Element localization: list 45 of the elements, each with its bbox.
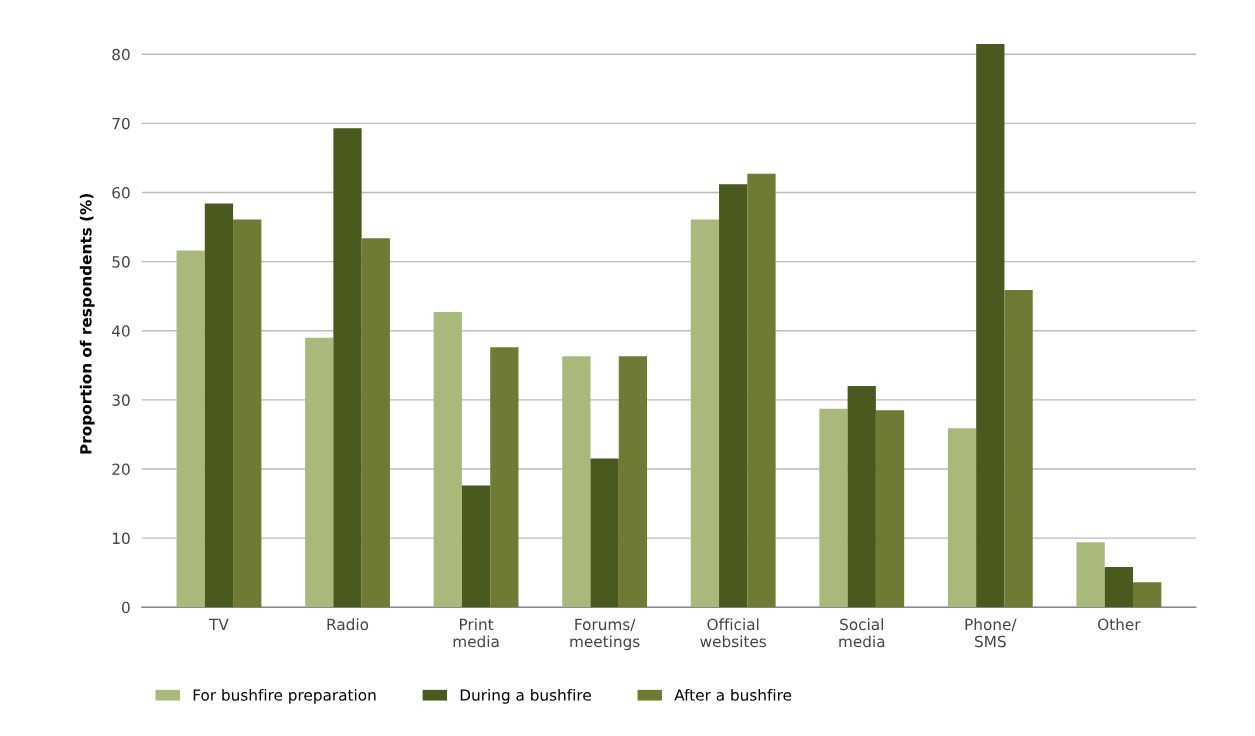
legend-label: For bushfire preparation [193,688,376,704]
bar [333,128,362,608]
x-tick-label: Other [1098,618,1141,631]
y-tick-label: 70 [112,117,130,130]
bar [490,347,519,608]
x-tick-label: Official websites [700,618,767,648]
y-tick-label: 0 [121,601,130,614]
bar [1076,542,1105,608]
bar [1004,289,1033,608]
bar [233,219,262,608]
bar [819,408,848,608]
bar [562,356,591,608]
y-tick-label: 30 [112,394,130,406]
bar [305,337,334,608]
y-tick-label: 80 [112,48,130,61]
x-tick-label: Forums/ meetings [570,618,640,651]
legend-label: During a bushfire [460,688,591,704]
bar [433,312,462,608]
x-tick-label: Radio [327,618,369,631]
bar [947,428,977,608]
bar [361,238,390,608]
bar [719,184,748,608]
bar [461,485,491,608]
bar [976,43,1005,608]
bar [590,458,619,608]
bar [176,250,205,608]
y-tick-label: 50 [112,256,130,268]
x-tick-label: Phone/ SMS [965,618,1017,648]
y-tick-label: 10 [112,532,130,545]
bar [747,173,776,608]
bar [618,356,648,608]
bar [690,219,720,608]
bar [1104,567,1134,608]
x-tick-label: Print media [453,618,499,648]
y-tick-label: 60 [112,186,130,199]
y-tick-label: 20 [112,463,130,475]
y-axis-title: Proportion of respondents (%) [79,193,95,454]
bar [1133,582,1162,608]
bar [204,203,234,608]
bar [847,386,876,608]
x-tick-label: TV [209,618,229,630]
bar [875,410,905,608]
legend-label: After a bushfire [674,688,792,701]
y-tick-label: 40 [112,325,130,337]
x-tick-label: Social media [839,618,885,648]
